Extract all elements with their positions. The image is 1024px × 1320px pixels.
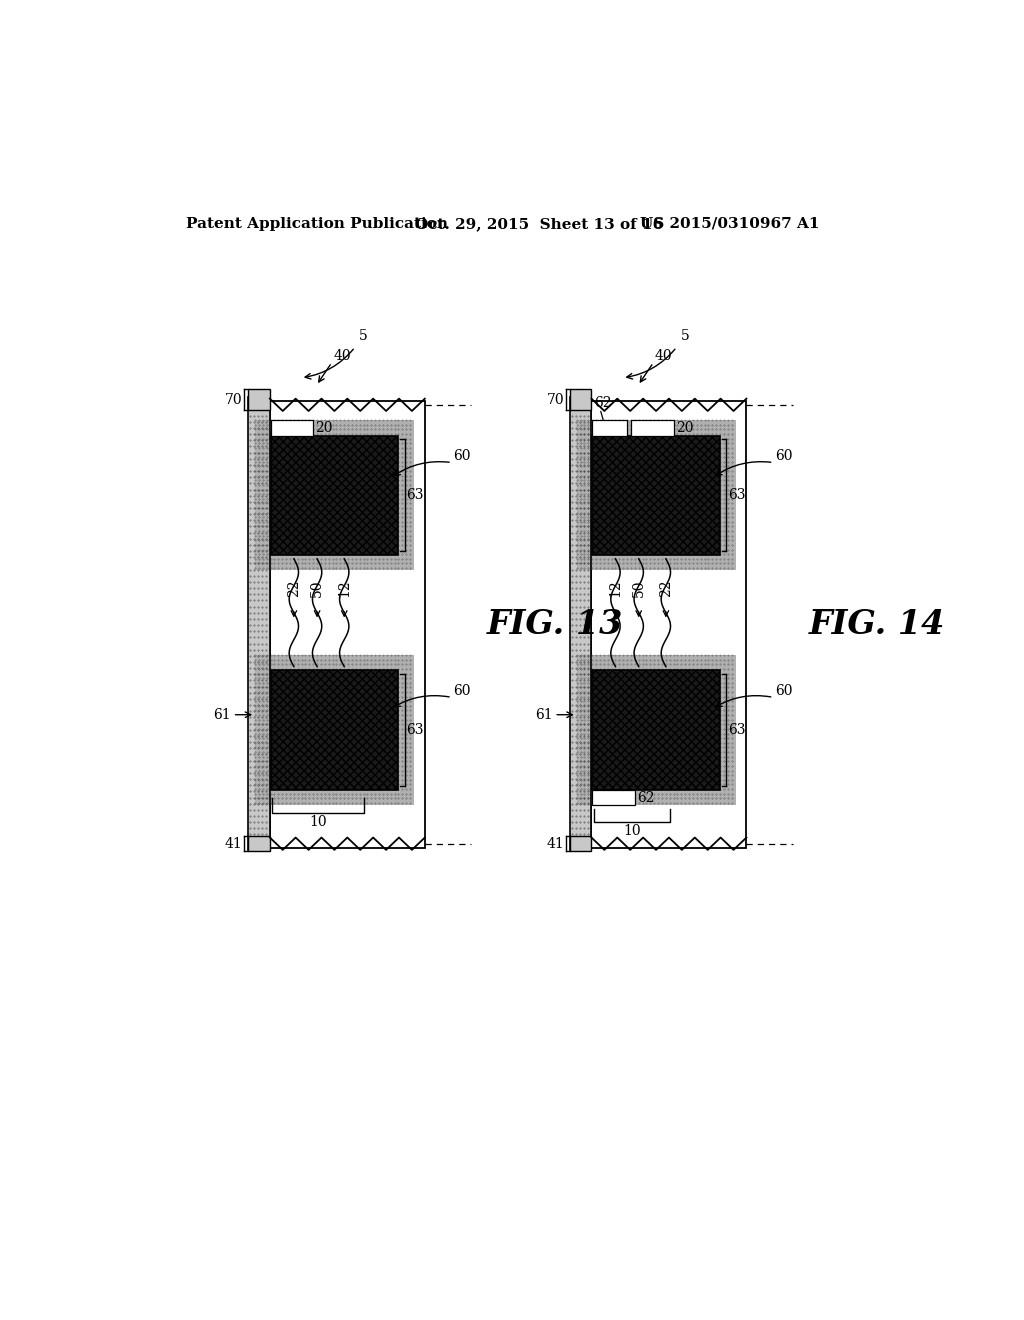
Text: 60: 60 xyxy=(454,684,471,698)
Text: US 2015/0310967 A1: US 2015/0310967 A1 xyxy=(640,216,819,231)
Text: 22: 22 xyxy=(658,579,673,597)
Text: 5: 5 xyxy=(359,329,368,342)
Bar xyxy=(270,436,398,554)
Text: 60: 60 xyxy=(454,449,471,463)
Bar xyxy=(270,671,398,789)
Text: 22: 22 xyxy=(287,579,301,597)
Bar xyxy=(592,401,746,847)
Bar xyxy=(592,789,635,805)
Bar xyxy=(631,420,674,436)
Text: FIG. 14: FIG. 14 xyxy=(809,607,945,640)
Text: 40: 40 xyxy=(655,350,673,363)
Text: 70: 70 xyxy=(547,393,564,407)
Bar xyxy=(255,420,414,570)
Bar xyxy=(592,436,720,554)
Bar xyxy=(592,671,720,789)
Text: 61: 61 xyxy=(213,708,231,722)
Text: 62: 62 xyxy=(595,396,612,411)
Bar xyxy=(255,655,414,805)
Text: 63: 63 xyxy=(728,723,745,737)
Text: 60: 60 xyxy=(775,684,793,698)
Text: 41: 41 xyxy=(225,837,243,850)
Text: 61: 61 xyxy=(536,708,553,722)
Text: 40: 40 xyxy=(334,350,351,363)
Text: 12: 12 xyxy=(337,579,351,597)
Text: 63: 63 xyxy=(728,488,745,503)
Bar xyxy=(248,401,270,847)
Text: 41: 41 xyxy=(547,837,564,850)
Bar xyxy=(569,401,592,847)
Bar xyxy=(248,389,270,411)
Bar xyxy=(270,420,313,436)
Text: Oct. 29, 2015  Sheet 13 of 16: Oct. 29, 2015 Sheet 13 of 16 xyxy=(415,216,663,231)
Bar xyxy=(569,836,592,851)
Text: 20: 20 xyxy=(676,421,693,434)
Bar xyxy=(569,389,592,411)
Text: 62: 62 xyxy=(637,791,654,804)
Text: 50: 50 xyxy=(310,579,325,597)
Text: 10: 10 xyxy=(623,825,641,838)
Text: 20: 20 xyxy=(315,421,333,434)
Bar xyxy=(592,420,627,436)
Text: 10: 10 xyxy=(309,816,327,829)
Text: 5: 5 xyxy=(681,329,689,342)
Text: 63: 63 xyxy=(407,488,424,503)
Text: 70: 70 xyxy=(225,393,243,407)
Bar xyxy=(577,420,735,570)
Bar xyxy=(248,836,270,851)
Bar xyxy=(577,655,735,805)
Text: 50: 50 xyxy=(632,579,646,597)
Text: FIG. 13: FIG. 13 xyxy=(486,607,624,640)
Text: Patent Application Publication: Patent Application Publication xyxy=(186,216,449,231)
Text: 12: 12 xyxy=(608,579,623,597)
Text: 60: 60 xyxy=(775,449,793,463)
Text: 63: 63 xyxy=(407,723,424,737)
Bar xyxy=(270,401,425,847)
